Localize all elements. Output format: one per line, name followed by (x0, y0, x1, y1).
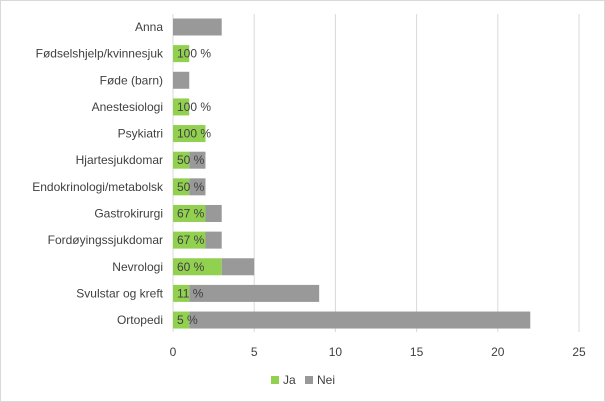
legend: Ja Nei (271, 373, 335, 387)
x-tick-label: 5 (251, 345, 258, 359)
gridlines (172, 14, 580, 332)
data-label: 60 % (177, 260, 205, 274)
category-labels: Anna Fødselshjelp/kvinnesjuk Føde (barn) An… (32, 20, 164, 327)
bar-nei-6 (189, 178, 206, 196)
category-label: Føde (barn) (100, 73, 163, 87)
category-label: Nevrologi (112, 260, 163, 274)
bar-ja-3 (173, 98, 190, 116)
data-label: 50 % (177, 180, 205, 194)
bar-nei-8 (205, 231, 222, 249)
x-tick-label: 25 (572, 345, 586, 359)
category-label: Fordøyingssjukdomar (48, 233, 163, 247)
data-label: 50 % (177, 153, 205, 167)
category-label: Anna (135, 20, 163, 34)
category-label: Hjartesjukdomar (76, 153, 163, 167)
category-label: Ortopedi (117, 313, 163, 327)
bar-nei-10 (189, 284, 320, 302)
bar-ja-9 (173, 258, 222, 276)
bar-nei-7 (205, 204, 222, 222)
data-label: 67 % (177, 233, 205, 247)
category-label: Psykiatri (118, 127, 163, 141)
bars (173, 18, 531, 329)
data-label: 100 % (177, 127, 211, 141)
bar-nei-0 (173, 18, 222, 36)
bar-nei-11 (189, 311, 531, 329)
bar-ja-4 (173, 125, 206, 143)
x-tick-label: 20 (491, 345, 505, 359)
bar-ja-5 (173, 151, 190, 169)
category-label: Svulstar og kreft (76, 286, 163, 300)
data-label: 100 % (177, 100, 211, 114)
x-tick-label: 10 (329, 345, 343, 359)
category-label: Anestesiologi (92, 100, 163, 114)
data-label: 5 % (177, 313, 198, 327)
category-label: Fødselshjelp/kvinnesjuk (36, 47, 164, 61)
data-label: 67 % (177, 206, 205, 220)
bar-ja-6 (173, 178, 190, 196)
category-label: Gastrokirurgi (94, 206, 163, 220)
bar-ja-8 (173, 231, 206, 249)
legend-label-ja: Ja (283, 373, 296, 387)
x-tick-label: 0 (170, 345, 177, 359)
bar-ja-11 (173, 311, 190, 329)
bar-ja-10 (173, 284, 190, 302)
legend-swatch-ja (271, 376, 279, 384)
bar-nei-5 (189, 151, 206, 169)
x-tick-labels: 0 5 10 15 20 25 (170, 345, 586, 359)
legend-swatch-nei (305, 376, 313, 384)
bar-ja-7 (173, 204, 206, 222)
category-label: Endokrinologi/metabolsk (32, 180, 164, 194)
data-label: 11 % (177, 286, 204, 300)
x-tick-label: 15 (410, 345, 424, 359)
bar-ja-1 (173, 45, 190, 63)
legend-label-nei: Nei (317, 373, 335, 387)
bar-nei-9 (221, 258, 255, 276)
bar-nei-2 (173, 71, 190, 89)
data-labels: 100 % 100 % 100 % 50 % 50 % 67 % 67 % 60 % 11 % 5… (177, 47, 211, 327)
data-label: 100 % (177, 47, 211, 61)
